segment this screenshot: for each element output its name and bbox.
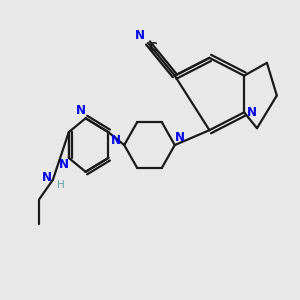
Text: N: N: [247, 106, 257, 119]
Text: N: N: [59, 158, 69, 171]
Text: N: N: [42, 171, 52, 184]
Text: N: N: [111, 134, 121, 147]
Text: H: H: [57, 180, 65, 190]
Text: C: C: [148, 41, 157, 55]
Text: N: N: [135, 28, 145, 42]
Text: N: N: [76, 104, 85, 117]
Text: N: N: [175, 130, 185, 144]
